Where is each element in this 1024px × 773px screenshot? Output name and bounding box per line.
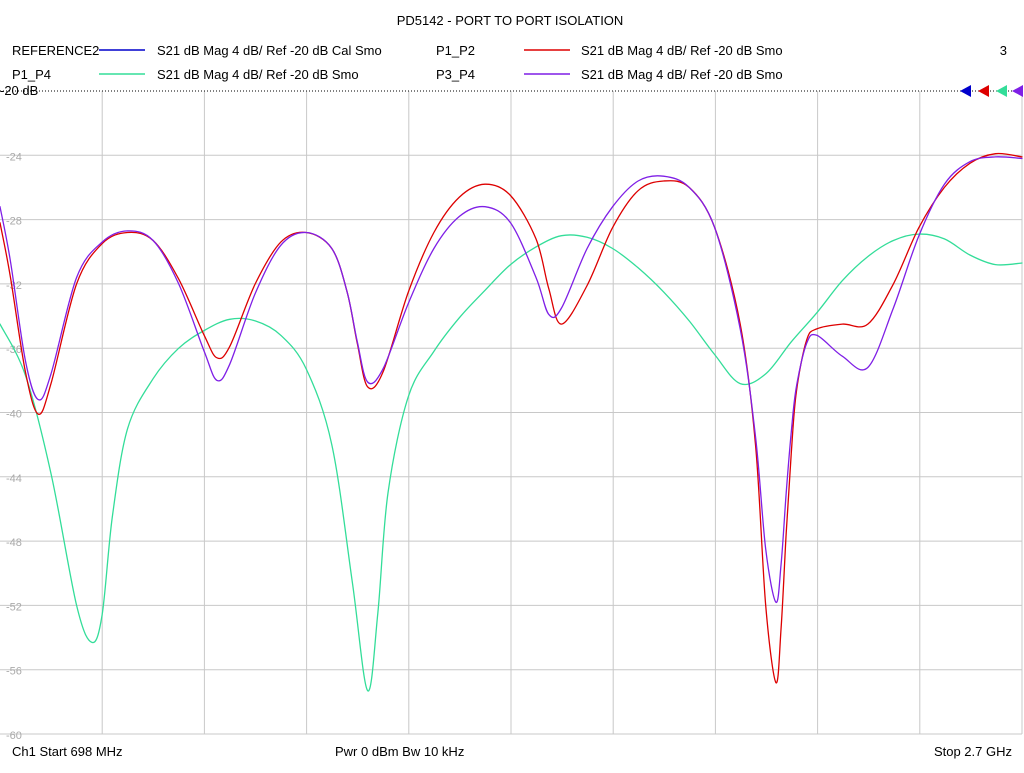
legend-spec: S21 dB Mag 4 dB/ Ref -20 dB Cal Smo: [157, 43, 382, 58]
legend: REFERENCE2 S21 dB Mag 4 dB/ Ref -20 dB Ca…: [12, 43, 783, 82]
legend-name: P1_P4: [12, 67, 51, 82]
power-bandwidth-label: Pwr 0 dBm Bw 10 kHz: [335, 744, 464, 759]
legend-name: P1_P2: [436, 43, 475, 58]
series-line-p1-p2: [0, 152, 1023, 684]
legend-spec: S21 dB Mag 4 dB/ Ref -20 dB Smo: [157, 67, 359, 82]
y-tick-label: -24: [6, 151, 22, 163]
y-tick-label: -60: [6, 730, 22, 742]
reference-marker-icon[interactable]: [978, 85, 989, 97]
y-tick-labels: -20 dB-24-28-32-36-40-44-48-52-56-60: [0, 83, 38, 742]
reference-markers[interactable]: [960, 85, 1023, 97]
y-tick-label: -48: [6, 537, 22, 549]
y-tick-label: -20 dB: [0, 83, 38, 98]
legend-spec: S21 dB Mag 4 dB/ Ref -20 dB Smo: [581, 67, 783, 82]
legend-name: REFERENCE2: [12, 43, 99, 58]
legend-name: P3_P4: [436, 67, 475, 82]
series-traces: [0, 152, 1023, 692]
reference-marker-icon[interactable]: [996, 85, 1007, 97]
series-line-p3-p4: [0, 156, 1023, 603]
y-tick-label: -40: [6, 409, 22, 421]
y-tick-label: -52: [6, 601, 22, 613]
start-frequency-label: Ch1 Start 698 MHz: [12, 744, 123, 759]
reference-marker-icon[interactable]: [1012, 85, 1023, 97]
grid: [0, 90, 1023, 735]
series-line-p1-p4: [0, 233, 1023, 692]
stop-frequency-label: Stop 2.7 GHz: [934, 744, 1012, 759]
y-tick-label: -56: [6, 666, 22, 678]
reference-marker-icon[interactable]: [960, 85, 971, 97]
y-tick-label: -28: [6, 216, 22, 228]
marker-count: 3: [1000, 43, 1007, 58]
legend-spec: S21 dB Mag 4 dB/ Ref -20 dB Smo: [581, 43, 783, 58]
y-tick-label: -44: [6, 473, 22, 485]
chart-title: PD5142 - PORT TO PORT ISOLATION: [397, 13, 624, 28]
